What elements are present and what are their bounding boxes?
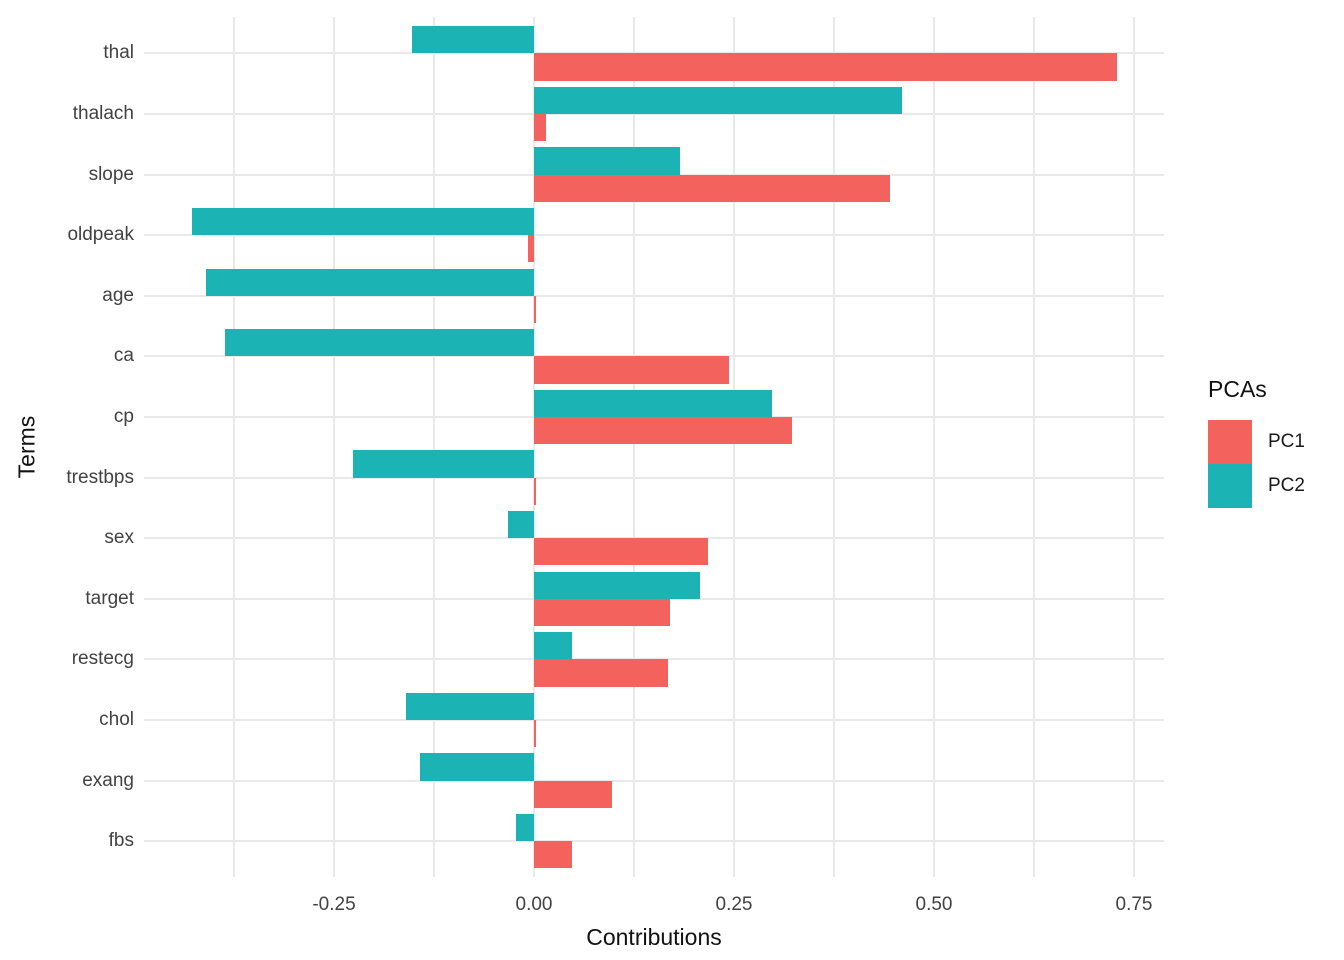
- y-tick-label-slope: slope: [88, 163, 134, 185]
- bar-pc2-thalach: [534, 86, 902, 114]
- bar-pc2-exang: [420, 753, 534, 781]
- legend-swatch-pc2: [1208, 464, 1252, 508]
- bar-pc1-sex: [534, 538, 708, 566]
- legend-swatch-pc1: [1208, 420, 1252, 464]
- gridline-vertical: [1033, 17, 1035, 877]
- bar-pc1-cp: [534, 417, 793, 445]
- gridline-horizontal: [144, 719, 1164, 721]
- bar-pc1-thalach: [534, 114, 546, 142]
- gridline-vertical: [933, 17, 935, 877]
- gridline-vertical: [433, 17, 435, 877]
- bar-pc1-chol: [534, 720, 536, 748]
- x-tick-label-0.75: 0.75: [1115, 894, 1153, 915]
- bar-pc2-thal: [412, 26, 534, 54]
- x-tick-label--0.25: -0.25: [312, 894, 356, 915]
- y-tick-label-age: age: [102, 284, 134, 306]
- y-tick-label-thal: thal: [103, 42, 134, 64]
- bar-pc1-age: [534, 295, 536, 324]
- y-tick-label-trestbps: trestbps: [66, 466, 134, 488]
- y-tick-label-target: target: [85, 587, 134, 609]
- gridline-horizontal: [144, 476, 1164, 479]
- legend-title: PCAs: [1208, 376, 1267, 402]
- bar-pc1-oldpeak: [527, 235, 534, 263]
- y-tick-label-fbs: fbs: [108, 830, 134, 852]
- legend-item-pc1: PC1: [1208, 420, 1305, 464]
- y-tick-label-restecg: restecg: [71, 648, 134, 670]
- bar-pc2-cp: [534, 389, 772, 417]
- gridline-vertical: [233, 17, 235, 877]
- bar-pc1-restecg: [534, 659, 668, 687]
- gridline-vertical: [1133, 17, 1135, 877]
- gridline-vertical: [333, 17, 335, 877]
- legend-item-pc2: PC2: [1208, 464, 1305, 508]
- gridline-vertical: [733, 17, 735, 877]
- bar-pc2-ca: [225, 329, 534, 357]
- x-tick-label-0.50: 0.50: [915, 894, 953, 915]
- y-tick-label-thalach: thalach: [72, 103, 134, 124]
- y-axis-title: Terms: [13, 415, 40, 479]
- legend-label-pc1: PC1: [1268, 431, 1305, 452]
- y-tick-label-exang: exang: [82, 769, 134, 791]
- bar-pc2-chol: [406, 692, 534, 720]
- y-tick-label-ca: ca: [113, 345, 134, 367]
- bar-pc2-restecg: [534, 632, 572, 660]
- bar-pc2-fbs: [516, 813, 534, 842]
- y-tick-label-chol: chol: [99, 709, 134, 730]
- legend: PCAs PC1 PC2: [1208, 376, 1305, 508]
- gridline-horizontal: [144, 779, 1164, 782]
- bar-pc2-age: [206, 268, 534, 296]
- gridline-horizontal: [144, 840, 1164, 843]
- bar-pc2-oldpeak: [191, 207, 534, 236]
- bar-pc1-slope: [534, 174, 890, 202]
- bar-pc1-target: [534, 598, 670, 627]
- legend-items: PC1 PC2: [1208, 420, 1305, 508]
- bar-pc1-trestbps: [534, 477, 537, 505]
- gridline-horizontal: [144, 234, 1164, 237]
- bar-pc1-exang: [534, 780, 613, 808]
- gridline-vertical: [833, 17, 835, 877]
- bar-pc2-sex: [508, 510, 534, 539]
- x-tick-label-0.00: 0.00: [515, 894, 553, 915]
- gridline-horizontal: [144, 294, 1164, 297]
- y-tick-label-sex: sex: [104, 527, 134, 549]
- legend-label-pc2: PC2: [1268, 475, 1305, 496]
- y-tick-label-cp: cp: [113, 406, 134, 427]
- gridline-horizontal: [144, 113, 1164, 115]
- x-tick-label-0.25: 0.25: [715, 894, 753, 915]
- x-axis-title: Contributions: [586, 924, 722, 950]
- bar-pc2-target: [534, 571, 701, 599]
- bar-pc1-ca: [534, 356, 730, 384]
- bar-pc1-thal: [534, 53, 1118, 81]
- bar-pc2-trestbps: [353, 450, 534, 478]
- gridline-vertical: [533, 17, 535, 877]
- bar-pc1-fbs: [534, 841, 573, 869]
- gridline-vertical: [633, 17, 635, 877]
- bar-pc2-slope: [534, 147, 680, 175]
- y-tick-label-oldpeak: oldpeak: [67, 224, 134, 246]
